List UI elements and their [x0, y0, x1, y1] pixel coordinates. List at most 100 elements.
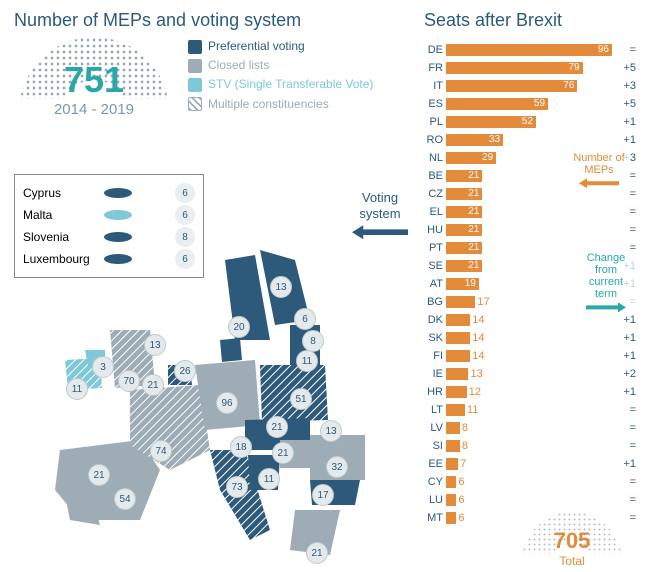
seat-delta: +1: [612, 386, 636, 398]
bar-fill: 52: [446, 116, 536, 128]
bar-value: 21: [468, 188, 479, 199]
legend-swatch: [188, 59, 202, 73]
country-code: MT: [424, 512, 446, 524]
map-seat-dot: 11: [296, 350, 318, 372]
bar-fill: [446, 422, 460, 434]
bar-fill: [446, 314, 470, 326]
arrow-left-icon: [579, 178, 619, 188]
seat-delta: =: [612, 422, 636, 434]
bar-row: ES 59 +5: [424, 95, 636, 112]
country-code: SI: [424, 440, 446, 452]
inset-country-name: Luxembourg: [23, 252, 93, 266]
bar-value: 6: [458, 476, 464, 488]
bar-value: 14: [472, 350, 484, 362]
bar-fill: 21: [446, 260, 482, 272]
bar-value: 59: [534, 98, 545, 109]
country-code: PL: [424, 116, 446, 128]
bar-fill: [446, 440, 460, 452]
map-seat-dot: 21: [88, 464, 110, 486]
map-seat-dot: 26: [174, 360, 196, 382]
bar-track: 13: [446, 368, 612, 380]
bar-track: 21: [446, 224, 612, 236]
bar-row: EL21=: [424, 203, 636, 220]
country-code: LV: [424, 422, 446, 434]
country-code: EE: [424, 458, 446, 470]
bar-fill: [446, 332, 470, 344]
country-code: ES: [424, 98, 446, 110]
bar-value: 76: [563, 80, 574, 91]
bar-fill: [446, 476, 456, 488]
country-code: SE: [424, 260, 446, 272]
bar-value: 21: [468, 170, 479, 181]
bar-track: 52: [446, 116, 612, 128]
legend-label: STV (Single Transferable Vote): [208, 75, 373, 94]
seat-delta: =: [612, 404, 636, 416]
inset-country-shape: [99, 186, 137, 200]
bar-value: 17: [477, 296, 489, 308]
inset-country-box: Cyprus6Malta6Slovenia8Luxembourg6: [14, 174, 204, 278]
bar-row: FI14+1: [424, 347, 636, 364]
map-seat-dot: 74: [150, 440, 172, 462]
inset-country-shape: [99, 208, 137, 222]
legend-swatch: [188, 97, 202, 111]
bar-track: 12: [446, 386, 612, 398]
bar-fill: [446, 494, 456, 506]
inset-country-seats: 6: [175, 205, 195, 225]
bar-value: 14: [472, 314, 484, 326]
inset-country-name: Cyprus: [23, 186, 93, 200]
bar-value: 6: [458, 494, 464, 506]
seat-delta: =: [612, 494, 636, 506]
bar-row: LT11=: [424, 401, 636, 418]
country-code: DK: [424, 314, 446, 326]
seat-delta: =: [612, 206, 636, 218]
bar-track: 21: [446, 188, 612, 200]
legend-swatch: [188, 40, 202, 54]
inset-country-row: Malta6: [23, 205, 195, 225]
bar-row: DK 14 +1: [424, 311, 636, 328]
seat-delta: +5: [612, 98, 636, 110]
bar-fill: 21: [446, 170, 482, 182]
bar-fill: 19: [446, 278, 479, 290]
country-code: PT: [424, 242, 446, 254]
seat-delta: +1: [612, 116, 636, 128]
bar-row: SK14+1: [424, 329, 636, 346]
bar-fill: 21: [446, 224, 482, 236]
bar-fill: 79: [446, 62, 583, 74]
voting-system-label: Voting system: [342, 190, 418, 239]
bar-row: EE7+1: [424, 455, 636, 472]
inset-country-row: Cyprus6: [23, 183, 195, 203]
bar-value: 13: [470, 368, 482, 380]
map-seat-dot: 70: [118, 370, 140, 392]
bar-row: DE96=: [424, 41, 636, 58]
seat-delta: +1: [612, 350, 636, 362]
bar-row: LU 6 =: [424, 491, 636, 508]
bar-row: LV8=: [424, 419, 636, 436]
bar-row: IT76+3: [424, 77, 636, 94]
legend-swatch: [188, 78, 202, 92]
bar-row: HR12+1: [424, 383, 636, 400]
country-code: BE: [424, 170, 446, 182]
bar-track: 59: [446, 98, 612, 110]
legend-item: STV (Single Transferable Vote): [188, 75, 373, 94]
bar-fill: [446, 296, 475, 308]
inset-country-shape: [99, 252, 137, 266]
bar-fill: [446, 404, 465, 416]
country-code: SK: [424, 332, 446, 344]
country-code: LU: [424, 494, 446, 506]
bar-value: 19: [465, 278, 476, 289]
country-code: BG: [424, 296, 446, 308]
legend-item: Preferential voting: [188, 37, 373, 56]
arrow-left-icon: [352, 225, 408, 239]
bar-value: 29: [482, 152, 493, 163]
country-code: HR: [424, 386, 446, 398]
seat-delta: =: [612, 476, 636, 488]
bar-track: 21: [446, 206, 612, 218]
bar-fill: [446, 386, 467, 398]
seat-delta: +1: [612, 314, 636, 326]
legend-label: Preferential voting: [208, 37, 305, 56]
bar-value: 52: [522, 116, 533, 127]
bar-fill: 59: [446, 98, 548, 110]
bar-row: CY6=: [424, 473, 636, 490]
seat-delta: +1: [612, 134, 636, 146]
map-seat-dot: 21: [266, 416, 288, 438]
